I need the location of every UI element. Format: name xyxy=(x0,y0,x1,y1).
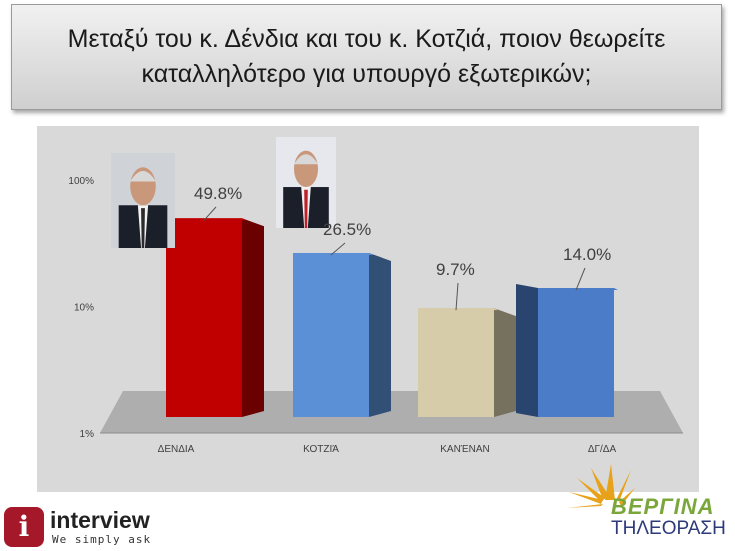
vergina-tv-logo: ΒΕΡΓΙΝΑ ΤΗΛΕΟΡΑΣΗ xyxy=(565,462,726,548)
vergina-logo-subtitle: ΤΗΛΕΟΡΑΣΗ xyxy=(611,518,726,539)
interview-logo: i interview We simply ask xyxy=(4,507,164,551)
interview-logo-tagline: We simply ask xyxy=(52,533,152,546)
data-label-leader xyxy=(575,267,586,291)
data-label: 14.0% xyxy=(563,245,611,264)
portrait-hair xyxy=(130,171,156,182)
bar-top xyxy=(418,308,498,311)
portrait-hair xyxy=(294,154,318,165)
y-tick-label: 100% xyxy=(68,176,94,187)
bar-top xyxy=(293,252,373,255)
vergina-logo-name: ΒΕΡΓΙΝΑ xyxy=(611,494,715,519)
title-banner: Μεταξύ του κ. Δένδια και του κ. Κοτζιά, … xyxy=(11,4,722,110)
data-label: 26.5% xyxy=(323,220,371,239)
bar-side xyxy=(494,308,516,417)
bar xyxy=(293,252,369,417)
x-tick-label: ΚΟΤΖΙΆ xyxy=(303,444,339,455)
bar-top xyxy=(166,218,246,221)
sun-icon xyxy=(567,464,635,508)
bar-side xyxy=(516,284,538,417)
bar xyxy=(538,288,614,417)
data-label-leader xyxy=(330,242,346,256)
bar xyxy=(418,308,494,417)
data-label: 9.7% xyxy=(436,260,475,279)
interview-logo-name: interview xyxy=(50,507,150,533)
bar-top xyxy=(538,288,618,291)
data-label: 49.8% xyxy=(194,184,242,203)
bar-side xyxy=(369,252,391,417)
portrait-tie xyxy=(141,208,145,248)
x-tick-label: ΚΑΝΈΝΑΝ xyxy=(440,444,490,455)
data-label-leader xyxy=(203,206,217,221)
y-tick-label: 10% xyxy=(74,303,94,314)
interview-logo-badge: i xyxy=(4,507,44,547)
x-tick-label: ΔΕΝΔΙΑ xyxy=(158,444,195,455)
dendias-photo xyxy=(111,153,175,248)
bar-side xyxy=(242,218,264,417)
kotzias-photo xyxy=(276,137,336,228)
page-title: Μεταξύ του κ. Δένδια και του κ. Κοτζιά, … xyxy=(67,25,666,88)
y-tick-label: 1% xyxy=(80,429,95,440)
data-label-leader xyxy=(455,282,459,311)
portrait-tie xyxy=(304,189,308,228)
x-tick-label: ΔΓ/ΔΑ xyxy=(588,444,617,455)
bar xyxy=(166,218,242,417)
